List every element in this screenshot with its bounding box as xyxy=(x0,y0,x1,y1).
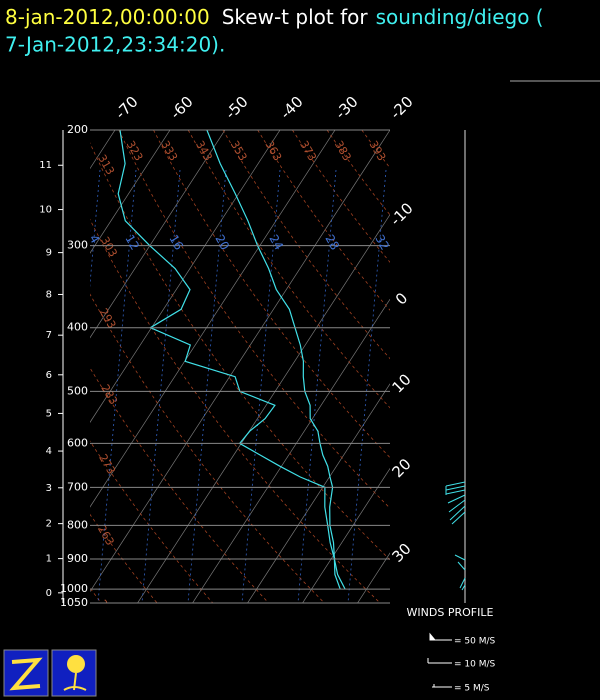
pressure-label: 600 xyxy=(67,436,88,449)
header-source: sounding/diego ( xyxy=(376,5,544,29)
isotherm-label: -50 xyxy=(222,93,252,123)
height-label: 11 xyxy=(39,160,52,171)
dry-adiabat-label: 353 xyxy=(228,139,250,164)
logos xyxy=(3,649,97,697)
height-label: 2 xyxy=(46,519,52,530)
isotherm-label: 30 xyxy=(389,540,415,566)
height-label: 4 xyxy=(46,446,52,457)
dry-adiabat xyxy=(90,587,102,603)
isotherm-label: -70 xyxy=(112,93,142,123)
dry-adiabat xyxy=(257,130,390,311)
mixing-ratio-label: 24 xyxy=(266,232,286,252)
pressure-label: 300 xyxy=(67,239,88,252)
isotherm xyxy=(137,213,390,603)
pressure-label: 700 xyxy=(67,480,88,493)
dry-adiabat-label: 333 xyxy=(158,139,180,164)
dry-adiabat-label: 363 xyxy=(262,139,284,164)
pressure-label: 900 xyxy=(67,552,88,565)
dry-adiabat xyxy=(153,130,390,459)
isotherm-label: 20 xyxy=(389,455,415,481)
winds-title: WINDS PROFILE xyxy=(407,606,494,619)
header-time: 8-jan-2012,00:00:00 xyxy=(5,5,210,29)
isotherm xyxy=(302,467,390,603)
height-label: 0 xyxy=(46,588,52,599)
height-label: 7 xyxy=(46,330,52,341)
dry-adiabat xyxy=(118,130,390,509)
profile-line xyxy=(117,130,341,590)
dry-adiabat xyxy=(222,130,390,360)
profile-line xyxy=(206,130,346,590)
dry-adiabat xyxy=(90,440,214,603)
isotherm-label: -40 xyxy=(277,93,307,123)
dry-adiabat-label: 273 xyxy=(96,452,118,477)
dry-adiabat xyxy=(326,130,390,216)
isotherm-label: 10 xyxy=(389,370,415,396)
dry-adiabat xyxy=(90,367,269,603)
winds-legend: = 5 M/S xyxy=(454,684,490,694)
pressure-label: 800 xyxy=(67,518,88,531)
height-label: 1 xyxy=(46,554,52,565)
dry-adiabat xyxy=(292,130,390,263)
isotherm-label: -20 xyxy=(387,93,417,123)
isotherm-label: -60 xyxy=(167,93,197,123)
winds-legend: = 10 M/S xyxy=(454,660,496,670)
mixing-ratio-label: 16 xyxy=(166,232,186,252)
winds-legend: = 50 M/S xyxy=(454,637,496,647)
pressure-label: 200 xyxy=(67,123,88,136)
isotherm-label: -30 xyxy=(332,93,362,123)
dry-adiabat xyxy=(361,130,390,169)
dry-adiabat-label: 313 xyxy=(95,152,117,177)
height-label: 6 xyxy=(46,370,52,381)
pressure-label: 1050 xyxy=(60,596,88,609)
isotherm xyxy=(90,130,281,423)
dry-adiabat xyxy=(90,218,381,603)
dry-adiabat xyxy=(90,293,325,603)
isotherm xyxy=(90,130,390,593)
dry-adiabat xyxy=(187,130,390,409)
height-label: 9 xyxy=(46,248,52,259)
dry-adiabat-label: 383 xyxy=(332,139,354,164)
header-line: 8-jan-2012,00:00:00 Skew-t plot for soundi… xyxy=(5,5,544,29)
isotherm xyxy=(192,298,390,603)
height-label: 8 xyxy=(46,289,52,300)
mixing-ratio-label: 20 xyxy=(212,232,232,252)
header-source-time: 7-Jan-2012,23:34:20). xyxy=(5,33,225,57)
mixing-ratio-label: 32 xyxy=(372,232,392,252)
dry-adiabat-label: 393 xyxy=(367,139,389,164)
height-label: 5 xyxy=(46,408,52,419)
dry-adiabat xyxy=(90,142,390,561)
isotherm xyxy=(247,383,390,603)
mixing-ratio-label: 12 xyxy=(122,232,142,252)
height-label: 10 xyxy=(39,205,52,216)
header-title: Skew-t plot for xyxy=(222,5,369,29)
dry-adiabat-label: 323 xyxy=(124,139,146,164)
dry-adiabat-label: 293 xyxy=(97,306,119,331)
mixing-ratio-label: 28 xyxy=(322,232,342,252)
isotherm xyxy=(90,130,171,254)
pressure-label: 1000 xyxy=(60,582,88,595)
dry-adiabat-label: 253 xyxy=(96,598,118,623)
isotherm xyxy=(90,130,226,339)
height-label: 3 xyxy=(46,483,52,494)
dry-adiabat-label: 263 xyxy=(95,523,117,548)
isotherm-label: 0 xyxy=(392,289,411,308)
winds-legend-symbols xyxy=(427,632,452,688)
isotherm-label: -10 xyxy=(387,199,417,229)
pressure-label: 400 xyxy=(67,321,88,334)
pressure-label: 500 xyxy=(67,384,88,397)
wind-barbs xyxy=(445,481,466,591)
